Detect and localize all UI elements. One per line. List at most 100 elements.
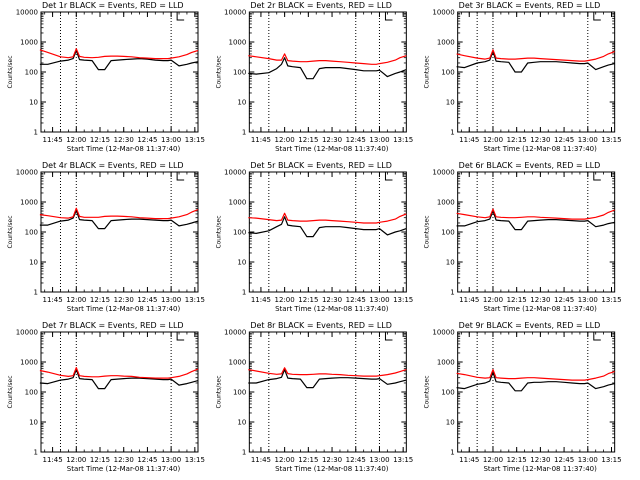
x-tick-label: 12:00 (275, 136, 295, 144)
x-tick-label: 11:45 (459, 296, 479, 304)
y-tick-label: 100 (233, 229, 246, 237)
detector-panel: Det 7r BLACK = Events, RED = LLD 1 10 100 10… (7, 321, 205, 473)
x-tick-label: 13:15 (601, 456, 621, 464)
x-tick-label: 12:30 (530, 136, 550, 144)
y-tick-label: 1000 (20, 39, 38, 47)
y-tick-label: 100 (233, 389, 246, 397)
y-axis-label: Counts/sec (7, 375, 14, 408)
lld-series-line (39, 48, 199, 60)
events-series-line (39, 49, 199, 71)
detector-panel: Det 5r BLACK = Events, RED = LLD 1 10 100 10… (215, 161, 413, 313)
plot-frame (40, 331, 199, 453)
y-tick-label: 1 (34, 129, 38, 137)
events-series-line (248, 216, 407, 238)
y-tick-label: 100 (441, 389, 454, 397)
x-tick-label: 13:15 (393, 136, 413, 144)
x-tick-label: 12:30 (114, 136, 134, 144)
panel-title: Det 6r BLACK = Events, RED = LLD (459, 161, 601, 170)
x-tick-label: 11:45 (42, 136, 62, 144)
y-tick-label: 1 (450, 289, 454, 297)
x-tick-label: 13:00 (161, 136, 181, 144)
plot-frame (40, 171, 199, 293)
y-tick-label: 100 (233, 69, 246, 77)
y-axis-label: Counts/sec (7, 215, 14, 248)
x-tick-label: 12:15 (507, 456, 527, 464)
y-tick-label: 1 (242, 449, 246, 457)
y-tick-label: 1000 (20, 199, 38, 207)
x-tick-label: 13:00 (369, 296, 389, 304)
x-tick-label: 12:45 (346, 456, 366, 464)
events-series-line (456, 50, 615, 73)
y-tick-label: 1000 (437, 199, 455, 207)
x-axis-label: Start Time (12-Mar-08 11:37:40) (67, 305, 181, 313)
y-tick-label: 1000 (20, 359, 38, 367)
x-axis-label: Start Time (12-Mar-08 11:37:40) (67, 145, 181, 153)
x-tick-label: 12:00 (66, 136, 86, 144)
lld-series-line (248, 367, 407, 377)
x-tick-label: 12:00 (275, 456, 295, 464)
x-tick-label: 12:00 (275, 296, 295, 304)
y-tick-label: 10000 (16, 9, 38, 17)
detector-panel: Det 8r BLACK = Events, RED = LLD 1 10 100 10… (215, 321, 413, 473)
events-series-line (39, 209, 199, 230)
x-tick-label: 12:30 (530, 296, 550, 304)
x-tick-label: 12:15 (90, 456, 110, 464)
lld-series-line (456, 369, 615, 381)
events-series-line (248, 57, 407, 80)
x-tick-label: 12:00 (483, 136, 503, 144)
flare-marker (384, 332, 393, 341)
y-axis-label: Counts/sec (215, 215, 222, 248)
x-tick-label: 12:30 (114, 296, 134, 304)
flare-marker (593, 332, 601, 341)
lld-series-line (248, 212, 407, 224)
x-tick-label: 11:45 (459, 136, 479, 144)
y-tick-label: 10000 (16, 329, 38, 337)
flare-marker (384, 12, 393, 21)
lld-series-line (39, 207, 199, 220)
y-tick-label: 1 (34, 449, 38, 457)
y-axis-label: Counts/sec (424, 375, 431, 408)
x-tick-label: 12:45 (554, 136, 574, 144)
x-tick-label: 13:00 (161, 296, 181, 304)
x-tick-label: 12:15 (298, 296, 318, 304)
x-tick-label: 12:00 (483, 296, 503, 304)
y-tick-label: 10000 (224, 9, 246, 17)
x-tick-label: 12:30 (322, 296, 342, 304)
flare-marker (176, 12, 185, 21)
x-tick-label: 11:45 (42, 456, 62, 464)
x-tick-label: 12:15 (90, 136, 110, 144)
y-tick-label: 10000 (16, 169, 38, 177)
y-tick-label: 1000 (437, 359, 455, 367)
y-axis-label: Counts/sec (424, 55, 431, 88)
y-tick-label: 1 (34, 289, 38, 297)
plot-frame (457, 331, 616, 453)
flare-marker (593, 172, 601, 181)
x-tick-label: 12:45 (554, 296, 574, 304)
detector-panel: Det 4r BLACK = Events, RED = LLD 1 10 100 10… (7, 161, 205, 313)
lld-series-line (39, 367, 199, 379)
x-tick-label: 13:00 (161, 456, 181, 464)
x-tick-label: 13:00 (578, 296, 598, 304)
x-tick-label: 12:30 (322, 456, 342, 464)
x-tick-label: 12:00 (66, 456, 86, 464)
x-tick-label: 12:45 (554, 456, 574, 464)
x-tick-label: 13:15 (185, 136, 205, 144)
x-axis-label: Start Time (12-Mar-08 11:37:40) (275, 465, 389, 473)
x-tick-label: 12:00 (66, 296, 86, 304)
y-tick-label: 1000 (229, 199, 247, 207)
y-tick-label: 10000 (224, 169, 246, 177)
y-tick-label: 10 (237, 259, 246, 267)
x-tick-label: 12:15 (298, 136, 318, 144)
x-tick-label: 12:45 (137, 456, 157, 464)
x-tick-label: 12:30 (322, 136, 342, 144)
lld-series-line (456, 208, 615, 220)
y-tick-label: 100 (25, 229, 38, 237)
x-tick-label: 12:45 (346, 296, 366, 304)
y-tick-label: 1 (242, 129, 246, 137)
panel-title: Det 4r BLACK = Events, RED = LLD (42, 161, 184, 170)
detector-panel: Det 3r BLACK = Events, RED = LLD 1 10 100 10… (424, 1, 622, 153)
x-axis-label: Start Time (12-Mar-08 11:37:40) (275, 305, 389, 313)
y-tick-label: 100 (25, 389, 38, 397)
x-tick-label: 11:45 (251, 456, 271, 464)
y-tick-label: 10 (29, 259, 38, 267)
